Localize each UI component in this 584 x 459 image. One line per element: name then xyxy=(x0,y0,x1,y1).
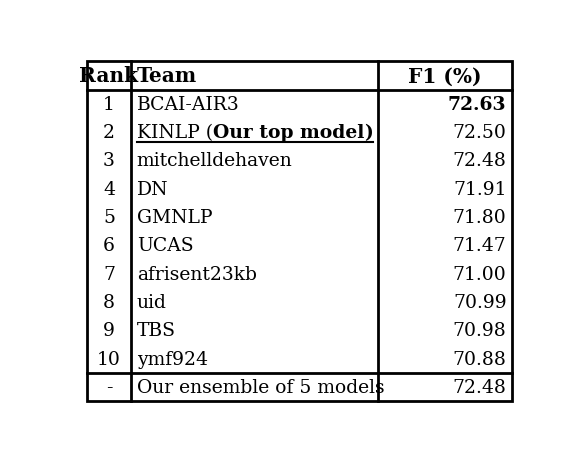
Text: 71.80: 71.80 xyxy=(453,209,506,227)
Text: 72.48: 72.48 xyxy=(453,152,506,170)
Text: 3: 3 xyxy=(103,152,115,170)
Text: 70.98: 70.98 xyxy=(453,322,506,340)
Text: BCAI-AIR3: BCAI-AIR3 xyxy=(137,95,239,113)
Text: F1 (%): F1 (%) xyxy=(408,66,482,86)
Text: 71.47: 71.47 xyxy=(453,237,506,255)
Text: 70.88: 70.88 xyxy=(453,350,506,368)
Text: 10: 10 xyxy=(97,350,121,368)
Text: 70.99: 70.99 xyxy=(453,293,506,312)
Text: GMNLP: GMNLP xyxy=(137,209,212,227)
Text: Our ensemble of 5 models: Our ensemble of 5 models xyxy=(137,378,384,396)
Text: 4: 4 xyxy=(103,180,115,198)
Text: afrisent23kb: afrisent23kb xyxy=(137,265,257,283)
Text: 9: 9 xyxy=(103,322,115,340)
Text: 5: 5 xyxy=(103,209,115,227)
Text: mitchelldehaven: mitchelldehaven xyxy=(137,152,293,170)
Text: 7: 7 xyxy=(103,265,115,283)
Text: 72.63: 72.63 xyxy=(448,95,506,113)
Text: KINLP (: KINLP ( xyxy=(137,124,213,142)
Text: 71.00: 71.00 xyxy=(453,265,506,283)
Text: Rank: Rank xyxy=(79,66,138,86)
Text: Our top model: Our top model xyxy=(213,124,364,142)
Text: 8: 8 xyxy=(103,293,115,312)
Text: 1: 1 xyxy=(103,95,115,113)
Text: 6: 6 xyxy=(103,237,115,255)
Text: Team: Team xyxy=(137,66,197,86)
Text: 71.91: 71.91 xyxy=(453,180,506,198)
Text: ymf924: ymf924 xyxy=(137,350,208,368)
Text: uid: uid xyxy=(137,293,166,312)
Text: -: - xyxy=(106,378,112,396)
Text: 2: 2 xyxy=(103,124,115,142)
Text: ): ) xyxy=(364,124,373,142)
Text: DN: DN xyxy=(137,180,168,198)
Text: UCAS: UCAS xyxy=(137,237,193,255)
Text: TBS: TBS xyxy=(137,322,176,340)
Text: 72.50: 72.50 xyxy=(453,124,506,142)
Text: 72.48: 72.48 xyxy=(453,378,506,396)
